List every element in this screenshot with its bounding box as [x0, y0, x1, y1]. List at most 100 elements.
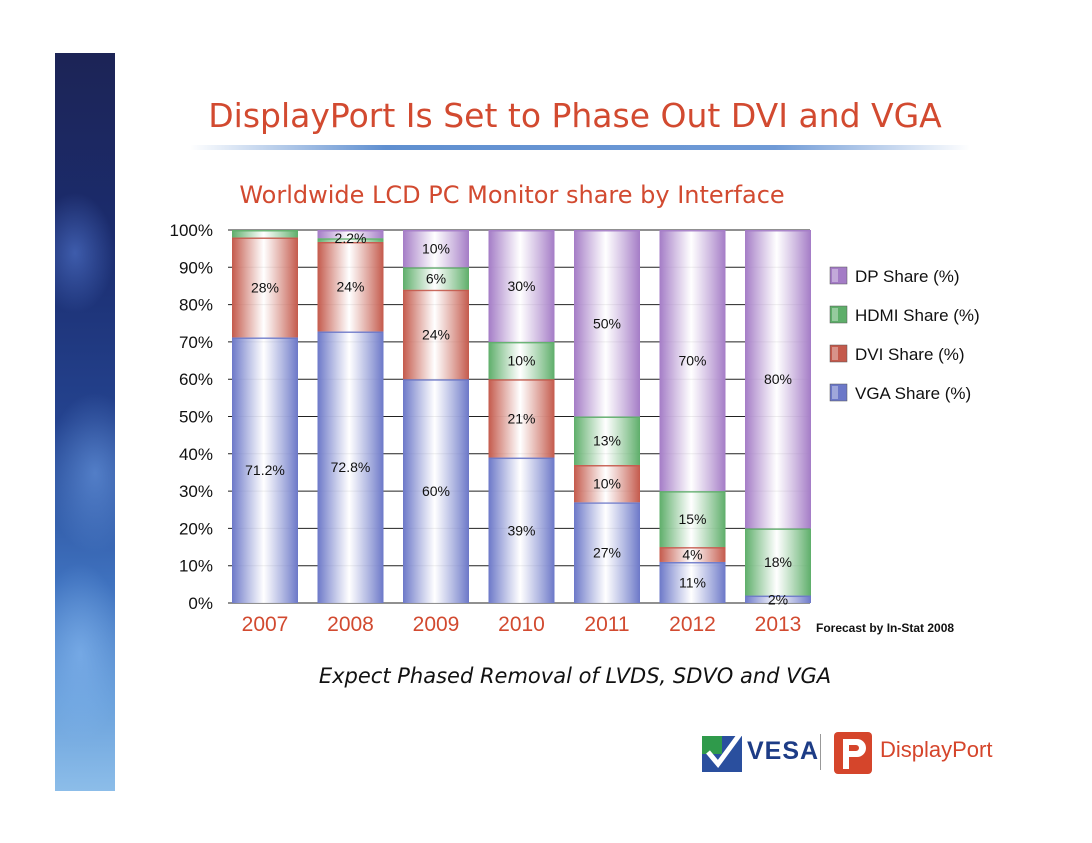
bar-segment-edge	[403, 379, 469, 381]
bar-segment-dp-2013	[745, 230, 811, 529]
bar-segment-hdmi-2010	[488, 341, 555, 380]
data-label: 39%	[507, 522, 535, 538]
bar-segment-edge	[488, 379, 555, 381]
bar-segment-vga-2009	[403, 379, 469, 603]
footer-logos: VESA DisplayPort	[700, 730, 1020, 790]
bar-segment-dvi-2010	[488, 379, 555, 458]
y-tick-label: 50%	[179, 408, 213, 427]
y-tick-label: 10%	[179, 557, 213, 576]
bar-segment-edge	[745, 595, 811, 598]
bar-segment-edge	[574, 416, 640, 418]
data-label: 10%	[507, 353, 535, 369]
bar-segment-dvi-2008	[317, 241, 384, 332]
y-tick-label: 60%	[179, 370, 213, 389]
data-label: 50%	[593, 315, 621, 331]
bar-segment-edge	[574, 502, 640, 504]
slide-title: DisplayPort Is Set to Phase Out DVI and …	[208, 96, 942, 135]
data-label: 30%	[507, 278, 535, 294]
x-tick-label: 2011	[584, 613, 629, 636]
legend-swatch-highlight	[832, 347, 838, 360]
x-tick-label: 2010	[498, 613, 545, 636]
data-label: 60%	[422, 483, 450, 499]
bar-segment-vga-2011	[574, 502, 640, 603]
bar-segment-edge	[317, 331, 384, 333]
legend-label: DVI Share (%)	[855, 345, 965, 364]
bar-segment-edge	[659, 491, 726, 493]
legend-label: DP Share (%)	[855, 267, 960, 286]
legend-label: HDMI Share (%)	[855, 306, 980, 325]
y-tick-label: 90%	[179, 258, 213, 277]
bar-segment-edge	[232, 337, 298, 339]
legend-swatch	[829, 266, 848, 285]
y-tick-label: 80%	[179, 296, 213, 315]
bar-segment-dp-2012	[659, 230, 726, 492]
x-tick-label: 2013	[755, 613, 802, 636]
x-tick-label: 2009	[413, 613, 460, 636]
bars: 71.2% 28% 72.8% 24% 2.2% 60% 24% 6% 10% 39% 21% 10%…	[232, 230, 811, 607]
bar-segment-edge	[317, 230, 384, 232]
decorative-side-band	[55, 53, 115, 791]
y-tick-label: 20%	[179, 519, 213, 538]
bar-segment-edge	[403, 289, 469, 292]
data-label: 28%	[251, 279, 279, 295]
legend-swatch	[829, 305, 848, 324]
bar-segment-hdmi-2007	[232, 230, 298, 238]
vesa-logo-text: VESA	[747, 737, 820, 765]
legend-swatch	[829, 344, 848, 363]
data-label: 10%	[422, 241, 450, 257]
bar-segment-dp-2010	[488, 230, 555, 342]
x-tick-label: 2008	[327, 613, 374, 636]
bar-segment-hdmi-2012	[659, 491, 726, 548]
y-tick-label: 0%	[188, 594, 213, 613]
bar-segment-dvi-2009	[403, 289, 469, 380]
legend-swatch-highlight	[832, 269, 838, 282]
bar-segment-edge	[745, 528, 811, 530]
x-tick-label: 2012	[669, 613, 716, 636]
y-axis-ticks: 0% 10% 20% 30% 40% 50% 60% 70% 80% 90% 100%	[170, 221, 213, 613]
data-label: 71.2%	[245, 462, 285, 478]
slide-subtitle: Expect Phased Removal of LVDS, SDVO and …	[318, 664, 832, 688]
vesa-logo-icon	[702, 732, 743, 772]
data-label: 24%	[336, 279, 364, 295]
legend-label: VGA Share (%)	[855, 384, 971, 403]
bar-segment-edge	[659, 561, 726, 564]
displayport-logo-icon	[834, 732, 872, 774]
data-label: 2.2%	[335, 230, 367, 246]
data-label: 24%	[422, 326, 450, 342]
y-tick-label: 30%	[179, 482, 213, 501]
x-tick-label: 2007	[242, 613, 289, 636]
bar-segment-edge	[317, 238, 384, 240]
data-label: 10%	[593, 476, 621, 492]
legend-swatch-highlight	[832, 386, 838, 399]
data-label: 13%	[593, 433, 621, 449]
bar-segment-dp-2011	[574, 230, 640, 417]
bar-segment-edge	[745, 230, 811, 232]
bar-segment-edge	[403, 267, 469, 269]
bar-segment-dp-2009	[403, 230, 469, 268]
bar-segment-edge	[488, 341, 555, 344]
title-underline	[190, 145, 970, 150]
displayport-logo-text: DisplayPort	[880, 737, 993, 762]
bar-segment-hdmi-2011	[574, 416, 640, 465]
bar-segment-edge	[659, 230, 726, 232]
chart-title: Worldwide LCD PC Monitor share by Interf…	[239, 181, 784, 209]
data-label: 18%	[764, 554, 792, 570]
bar-segment-edge	[317, 241, 384, 244]
data-label: 21%	[507, 410, 535, 426]
bar-segment-vga-2010	[488, 457, 555, 603]
bar-segment-edge	[232, 230, 298, 232]
bar-segment-hdmi-2013	[745, 528, 811, 596]
legend-swatch-highlight	[832, 308, 838, 321]
bar-segment-vga-2013	[745, 595, 811, 603]
bar-segment-edge	[574, 464, 640, 467]
y-tick-label: 70%	[179, 333, 213, 352]
bar-segment-dp-2008	[317, 230, 384, 239]
bar-segment-edge	[403, 230, 469, 232]
x-axis-ticks: 2007 2008 2009 2010 2011 2012 2013	[242, 613, 802, 636]
bar-segment-vga-2008	[317, 331, 384, 603]
bar-segment-dvi-2011	[574, 464, 640, 503]
data-label: 4%	[682, 547, 702, 563]
bar-segment-hdmi-2008	[317, 238, 384, 242]
bar-segment-vga-2012	[659, 561, 726, 603]
